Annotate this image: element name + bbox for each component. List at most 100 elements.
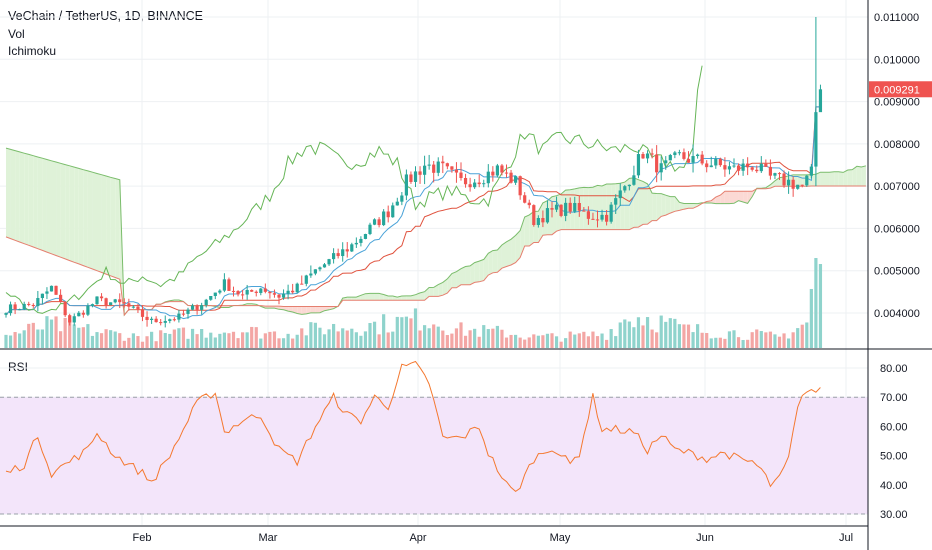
candle-body xyxy=(723,165,727,170)
candle-body xyxy=(495,165,499,176)
ichimoku-cloud-segment xyxy=(379,293,384,301)
candle-body xyxy=(545,208,550,223)
volume-bar xyxy=(418,330,422,348)
volume-bar xyxy=(805,322,809,348)
volume-bar xyxy=(450,333,454,348)
volume-bar xyxy=(714,337,718,348)
candle-body xyxy=(372,219,377,225)
ichimoku-cloud-segment xyxy=(279,306,284,310)
ichimoku-cloud-segment xyxy=(583,187,589,230)
candle-body xyxy=(636,154,641,176)
ichimoku-cloud-segment xyxy=(861,165,866,187)
candle-body xyxy=(368,224,372,235)
volume-bar xyxy=(163,332,167,348)
candle-body xyxy=(350,244,354,252)
candle-body xyxy=(777,173,782,175)
candle-body xyxy=(655,154,659,173)
volume-bar xyxy=(241,332,245,348)
ichimoku-cloud-segment xyxy=(92,172,97,271)
volume-bar xyxy=(409,318,413,348)
volume-bar xyxy=(545,333,550,348)
volume-bar xyxy=(586,336,590,348)
volume-bar xyxy=(4,334,8,348)
candle-body xyxy=(454,169,459,173)
volume-bar xyxy=(286,333,290,348)
ichimoku-cloud-segment xyxy=(456,268,461,288)
candle-body xyxy=(404,174,408,196)
candle-body xyxy=(22,303,26,310)
volume-bar xyxy=(591,331,595,348)
candle-body xyxy=(186,309,190,314)
volume-bar xyxy=(68,319,72,348)
volume-bar xyxy=(645,317,650,348)
ichimoku-cloud-segment xyxy=(10,149,16,241)
candle-body xyxy=(204,299,208,306)
volume-bar xyxy=(359,335,363,348)
ichimoku-cloud-segment xyxy=(474,261,480,283)
candle-body xyxy=(150,318,154,320)
volume-bar xyxy=(750,332,754,348)
candle-body xyxy=(413,171,418,182)
ichimoku-cloud-segment xyxy=(42,158,47,253)
volume-bar xyxy=(523,339,527,348)
ichimoku-cloud-segment xyxy=(115,178,120,280)
volume-bar xyxy=(77,327,81,348)
ichimoku-cloud-segment xyxy=(6,148,11,239)
ichimoku-kijun-line xyxy=(5,106,821,316)
volume-bar xyxy=(200,329,204,348)
candle-body xyxy=(727,166,732,170)
time-tick-label: Apr xyxy=(409,532,426,544)
candle-body xyxy=(787,179,791,186)
ichimoku-cloud-segment xyxy=(374,293,380,301)
volume-bar xyxy=(550,333,554,348)
ichimoku-cloud-segment xyxy=(811,174,816,187)
ichimoku-cloud-segment xyxy=(738,191,744,203)
candle-body xyxy=(318,267,322,270)
candle-body xyxy=(618,190,622,199)
volume-bar xyxy=(636,317,641,348)
candle-body xyxy=(236,291,240,295)
candle-body xyxy=(245,289,249,295)
candle-body xyxy=(600,214,604,220)
ichimoku-cloud-segment xyxy=(506,239,512,267)
candle-body xyxy=(809,166,813,176)
ichimoku-cloud-segment xyxy=(370,293,375,301)
candle-body xyxy=(554,204,559,210)
volume-bar xyxy=(445,335,449,348)
price-tick-label: 0.008000 xyxy=(874,139,920,151)
volume-bar xyxy=(759,331,763,348)
candle-body xyxy=(259,288,263,293)
volume-bar xyxy=(650,329,654,348)
candle-body xyxy=(518,176,522,196)
ichimoku-cloud-segment xyxy=(420,291,425,301)
volume-bar xyxy=(40,329,44,348)
volume-bar xyxy=(436,326,440,348)
ichimoku-chikou-line xyxy=(5,65,703,314)
volume-bar xyxy=(814,258,818,348)
volume-bar xyxy=(104,329,108,348)
candle-body xyxy=(459,172,463,178)
candle-body xyxy=(200,305,204,310)
candle-body xyxy=(40,293,44,299)
ichimoku-cloud-segment xyxy=(28,154,34,248)
volume-bar xyxy=(682,324,686,348)
candle-body xyxy=(4,313,8,315)
candle-body xyxy=(432,164,436,173)
volume-bar xyxy=(696,324,700,348)
candle-body xyxy=(568,202,572,212)
volume-bar xyxy=(509,334,513,348)
ichimoku-cloud-segment xyxy=(406,295,411,301)
ichimoku-legend: Ichimoku xyxy=(8,44,57,58)
volume-bar xyxy=(31,322,35,348)
ichimoku-cloud-segment xyxy=(683,203,689,210)
ichimoku-cloud-segment xyxy=(629,177,634,230)
volume-bar xyxy=(354,332,358,348)
volume-bar xyxy=(113,331,117,348)
time-tick-label: Jun xyxy=(696,532,714,544)
volume-bar xyxy=(746,339,750,348)
candle-body xyxy=(491,171,495,176)
candle-body xyxy=(90,304,95,306)
volume-bar xyxy=(755,329,759,348)
candle-body xyxy=(800,184,804,186)
